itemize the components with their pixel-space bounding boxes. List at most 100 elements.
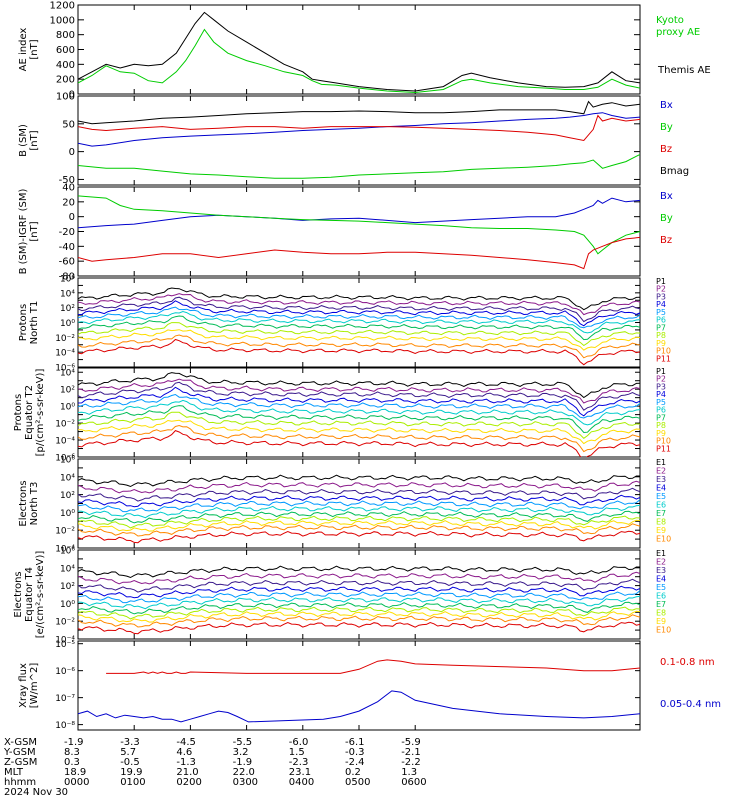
y-tick-label: 600 <box>56 45 75 56</box>
series-line-P1 <box>78 287 640 311</box>
axis-row-value: 19.9 <box>120 767 143 778</box>
y-axis-label: [nT] <box>29 221 40 241</box>
series-line-P10 <box>78 334 640 359</box>
series-line-P2 <box>78 378 640 404</box>
y-tick-label: 10⁻⁷ <box>55 694 75 704</box>
legend-label: E10 <box>656 626 671 635</box>
series-line-Bx <box>78 112 640 147</box>
legend-label: E5 <box>656 583 666 592</box>
legend-label: E8 <box>656 609 666 618</box>
series-line-Bz <box>78 236 640 270</box>
series-line-E8 <box>78 606 640 620</box>
axis-row-value: 4.6 <box>176 747 193 758</box>
series-line-E4 <box>78 585 640 599</box>
series-line-E10 <box>78 614 640 628</box>
series-group <box>78 195 640 270</box>
y-tick-label: -50 <box>59 175 75 186</box>
axis-row-value: 5.7 <box>120 747 137 758</box>
y-tick-label: 0 <box>69 212 75 223</box>
y-tick-label: 10⁴ <box>60 369 75 379</box>
legend-label: P3 <box>656 382 666 391</box>
legend-label: 0.05-0.4 nm <box>660 699 721 710</box>
series-line-E5 <box>78 499 640 513</box>
axis-row-value: -3.3 <box>120 737 140 748</box>
y-tick-label: 10² <box>60 582 75 592</box>
series-line-Kyoto proxy AE <box>78 28 640 94</box>
series-line-E10 <box>78 523 640 537</box>
y-tick-label: 40 <box>62 183 75 194</box>
series-line-E7 <box>78 510 640 524</box>
axis-row-value: 0500 <box>345 777 371 788</box>
panel-2: -50 0 50 100 B (SM) [nT] Bx By Bz Bmag <box>18 92 689 186</box>
axis-row-value: -4.5 <box>176 737 196 748</box>
y-tick-label: 10⁻⁵ <box>55 640 75 650</box>
legend-label: P2 <box>656 285 666 294</box>
legend-label: P6 <box>656 406 666 415</box>
series-line-P11 <box>78 430 640 457</box>
y-tick-label: 800 <box>56 30 75 41</box>
legend-label: Bz <box>660 235 672 246</box>
series-line-E1 <box>78 565 640 579</box>
axis-row-value: 22.0 <box>232 767 255 778</box>
legend-label: E1 <box>656 549 666 558</box>
y-axis-label: [W/m^2] <box>29 663 40 709</box>
series-line-P3 <box>78 381 640 411</box>
axis-row-value: 0000 <box>64 777 90 788</box>
series-line-E4 <box>78 494 640 508</box>
legend-label: P5 <box>656 308 666 317</box>
legend-label: P7 <box>656 323 666 332</box>
legend-label: E5 <box>656 492 666 501</box>
legend-label: Themis AE <box>657 65 711 76</box>
legend-label: P1 <box>656 277 666 286</box>
axis-row-value: 1.5 <box>288 747 305 758</box>
legend-label: Bx <box>660 191 673 202</box>
panel-frame <box>77 4 641 95</box>
axis-row-value: 0400 <box>288 777 315 788</box>
axis-row-value: 3.2 <box>232 747 249 758</box>
y-axis-label: Electrons <box>13 571 24 617</box>
y-axis-label: Protons <box>18 304 29 341</box>
series-line-P5 <box>78 393 640 419</box>
y-tick-label: 1000 <box>50 15 75 26</box>
panel-3: -80 -60 -40 -20 0 20 40 B (SM)-IGRF (SM) [nT] Bx B… <box>18 183 673 283</box>
y-tick-label: 10⁻⁴ <box>55 545 75 555</box>
y-axis-label: B (SM) <box>18 124 29 157</box>
series-group <box>78 287 640 366</box>
series-line-P8 <box>78 322 640 347</box>
y-axis-label: Electrons <box>18 480 29 526</box>
legend-label: P6 <box>656 316 666 325</box>
panel-5: 10⁻⁶ 10⁻⁴ 10⁻² 10⁰ 10² 10⁴ Protons Equator T2 [p… <box>13 367 671 464</box>
series-line-P6 <box>78 399 640 426</box>
series-line-Bx <box>78 197 640 229</box>
series-line-E8 <box>78 515 640 529</box>
legend-label: E10 <box>656 535 671 544</box>
y-tick-label: 10² <box>60 386 75 396</box>
legend-label: P8 <box>656 421 666 430</box>
y-tick-label: 10⁻⁸ <box>55 721 75 731</box>
legend-label: P9 <box>656 429 666 438</box>
legend-label: P4 <box>656 390 666 399</box>
y-tick-label: 0 <box>69 90 75 101</box>
axis-row-value: -2.2 <box>401 757 421 768</box>
y-tick-label: 10⁻² <box>55 334 75 344</box>
axis-row-value: -2.4 <box>345 757 365 768</box>
legend-label: E6 <box>656 592 666 601</box>
series-line-P10 <box>78 424 640 453</box>
series-group <box>78 11 640 94</box>
axis-row-value: 21.0 <box>176 767 199 778</box>
y-tick-label: -20 <box>59 227 75 238</box>
legend-label: P8 <box>656 331 666 340</box>
panel-8: 10⁻⁸ 10⁻⁷ 10⁻⁶ 10⁻⁵ Xray flux [W/m^2] 0.1-0.8 … <box>18 640 721 731</box>
series-line-P4 <box>78 300 640 327</box>
axis-row-label: MLT <box>4 767 23 778</box>
series-line-By <box>78 195 640 255</box>
legend-label: 0.1-0.8 nm <box>660 657 715 668</box>
axis-row-value: -2.3 <box>288 757 309 768</box>
series-line-P7 <box>78 405 640 434</box>
series-line-E3 <box>78 487 640 502</box>
y-tick-label: 400 <box>56 60 75 71</box>
series-line-P6 <box>78 310 640 334</box>
y-axis-label: AE index <box>18 28 29 72</box>
y-tick-label: 200 <box>56 75 75 86</box>
